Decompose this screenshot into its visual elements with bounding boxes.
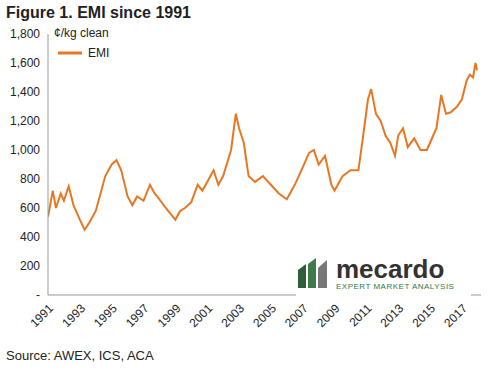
- svg-text:2013: 2013: [378, 301, 407, 330]
- html-text:EXPERT MARKET ANALYSIS: EXPERT MARKET ANALYSIS: [336, 281, 455, 291]
- svg-text:1,400: 1,400: [10, 85, 40, 99]
- html-text:mecardo: mecardo: [336, 253, 445, 284]
- svg-text:2003: 2003: [218, 301, 247, 330]
- svg-text:-: -: [36, 288, 40, 302]
- svg-text:800: 800: [20, 172, 40, 186]
- html-text:¢/kg clean: ¢/kg clean: [54, 26, 109, 40]
- svg-text:2017: 2017: [441, 301, 470, 330]
- html-text:EMI: EMI: [88, 46, 110, 60]
- html-text:Figure 1. EMI since 1991: Figure 1. EMI since 1991: [6, 4, 191, 21]
- svg-text:1,200: 1,200: [10, 114, 40, 128]
- svg-text:2009: 2009: [314, 301, 343, 330]
- svg-text:1,600: 1,600: [10, 56, 40, 70]
- svg-text:1,800: 1,800: [10, 27, 40, 41]
- svg-text:200: 200: [20, 259, 40, 273]
- svg-text:1997: 1997: [123, 301, 152, 330]
- html-text:Source: AWEX, ICS, ACA: Source: AWEX, ICS, ACA: [6, 348, 154, 363]
- svg-text:1,000: 1,000: [10, 143, 40, 157]
- svg-text:2007: 2007: [282, 301, 311, 330]
- svg-text:2011: 2011: [346, 301, 374, 329]
- svg-text:600: 600: [20, 201, 40, 215]
- svg-text:1995: 1995: [91, 301, 120, 330]
- svg-text:2001: 2001: [187, 301, 216, 330]
- svg-text:2015: 2015: [409, 301, 438, 330]
- svg-text:400: 400: [20, 230, 40, 244]
- svg-text:1999: 1999: [155, 301, 184, 330]
- svg-text:1993: 1993: [59, 301, 88, 330]
- svg-text:2005: 2005: [250, 301, 279, 330]
- svg-text:1991: 1991: [27, 301, 56, 330]
